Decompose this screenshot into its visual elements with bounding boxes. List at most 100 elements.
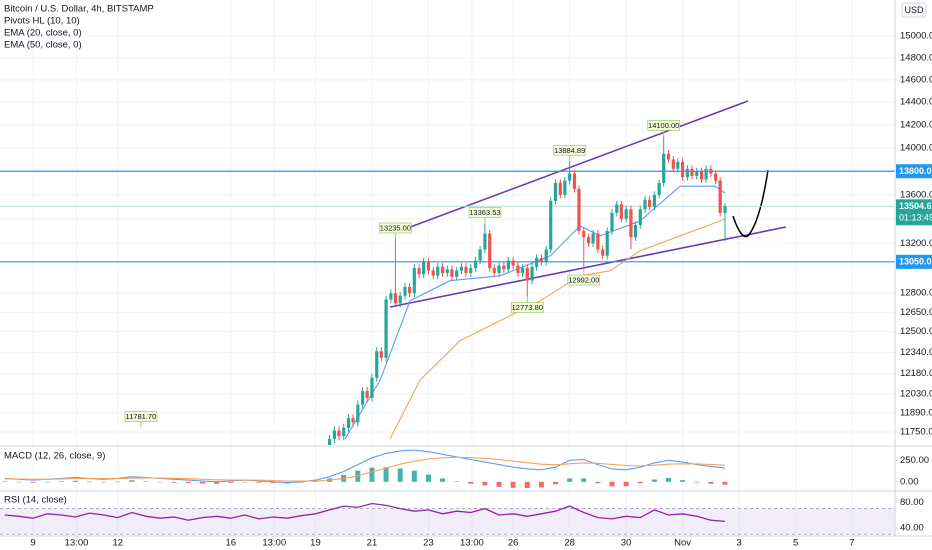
macd-histogram-bar [411,470,417,482]
x-tick-label: Nov [674,538,691,549]
candle-body [417,268,421,275]
currency-button[interactable] [901,2,927,18]
macd-histogram-bar [87,481,93,483]
candle-body [365,391,369,398]
macd-histogram-bar [143,481,149,482]
pivot-box [379,222,412,234]
pivot-label: 13884.89 [554,146,585,155]
candle-body [422,261,426,275]
candle-body [647,199,652,207]
pivot-label: 13235.00 [380,223,411,232]
candle-body [375,351,379,378]
level-price-box [896,254,932,269]
candle-body [450,269,454,277]
x-tick-label: 21 [367,538,378,549]
candle-body [629,209,633,238]
ema-line [389,218,726,440]
x-tick-label: 12 [112,538,123,549]
labels: Bitcoin / U.S. Dollar, 4h, BITSTAMP Pivo… [4,2,927,506]
candle-body [403,286,407,296]
y-tick-label: 14400.00 [900,97,932,108]
candle-body [356,404,360,423]
macd-pane [2,449,728,489]
x-tick-label: 26 [508,538,519,549]
x-tick-label: 3 [736,538,741,549]
candle-body [370,377,374,398]
y-tick-label: 14200.00 [900,119,932,130]
macd-histogram-bar [510,481,516,488]
macd-histogram-bar [651,479,657,482]
candle-body [478,249,482,261]
candle-body [520,268,525,274]
candle-body [643,199,647,210]
macd-histogram-bar [369,467,375,482]
macd-histogram-bar [454,481,460,482]
y-tick-label: 12180.00 [900,368,932,379]
candle-body [681,161,685,178]
candle-body [544,249,548,262]
macd-histogram-bar [482,481,488,486]
y-tick-label: 0.00 [900,476,919,487]
candle-body [511,260,515,266]
candle-body [459,266,464,271]
y-tick-label: 80.00 [900,497,924,508]
macd-histogram-bar [665,477,671,482]
y-tick-label: 12340.00 [900,347,932,358]
macd-histogram-bar [2,481,8,482]
candle-body [440,266,445,274]
candle-body [718,180,722,213]
currency-button-label[interactable]: USD [904,5,924,15]
pivot-label: 12773.80 [512,303,543,312]
macd-histogram-bar [524,481,530,489]
macd-histogram-bar [270,481,276,484]
candle-body [337,430,341,437]
candle-body [351,418,355,423]
y-tick-label: 14600.00 [900,74,932,85]
macd-histogram-bar [496,481,502,487]
candle-body [549,200,553,250]
macd-histogram-bar [595,481,601,484]
x-tick-label: 30 [621,538,632,549]
pivot-box [510,302,544,313]
channel-upper-line [396,100,749,233]
candle-body [379,351,383,358]
pivot-label: 11781.70 [126,412,157,421]
candle-body [563,180,567,195]
macd-histogram-bar [623,481,629,487]
macd-histogram-bar [58,481,64,482]
y-tick-label: 15000.00 [900,31,932,42]
macd-histogram-bar [397,468,403,482]
y-tick-label: 14000.00 [900,142,932,153]
candle-body [582,231,586,238]
price-pane: 11781.70 13235.00 13363.53 12773.80 13884.89… [0,100,895,445]
macd-histogram-bar [115,481,121,483]
y-tick-label: 14800.00 [900,52,932,63]
candle-body [474,260,478,269]
macd-histogram-bar [694,481,700,483]
candle-body [699,171,704,180]
candle-body [539,258,544,262]
pivot-box [468,206,502,218]
candle-body [685,168,690,178]
candle-body [676,161,680,169]
last-price-box [896,199,932,226]
macd-histogram-bar [44,481,50,483]
y-tick-label: 12800.00 [900,288,932,299]
pivot-label: 13363.53 [469,208,500,217]
candle-body [624,209,628,219]
macd-histogram-bar [722,481,728,485]
macd-histogram-bar [609,481,615,487]
candle-body [601,249,605,256]
candle-body [407,286,412,294]
candle-body [342,427,346,437]
x-tick-label: 13:00 [65,538,89,549]
pivot-box [124,411,158,422]
frame [0,0,932,537]
candle-body [709,168,713,174]
pivot-label: 14100.00 [648,121,679,130]
candle-body [714,173,718,181]
macd-histogram-bar [171,481,177,483]
channel-lower-line [389,226,787,308]
macd-histogram-bar [637,481,643,484]
